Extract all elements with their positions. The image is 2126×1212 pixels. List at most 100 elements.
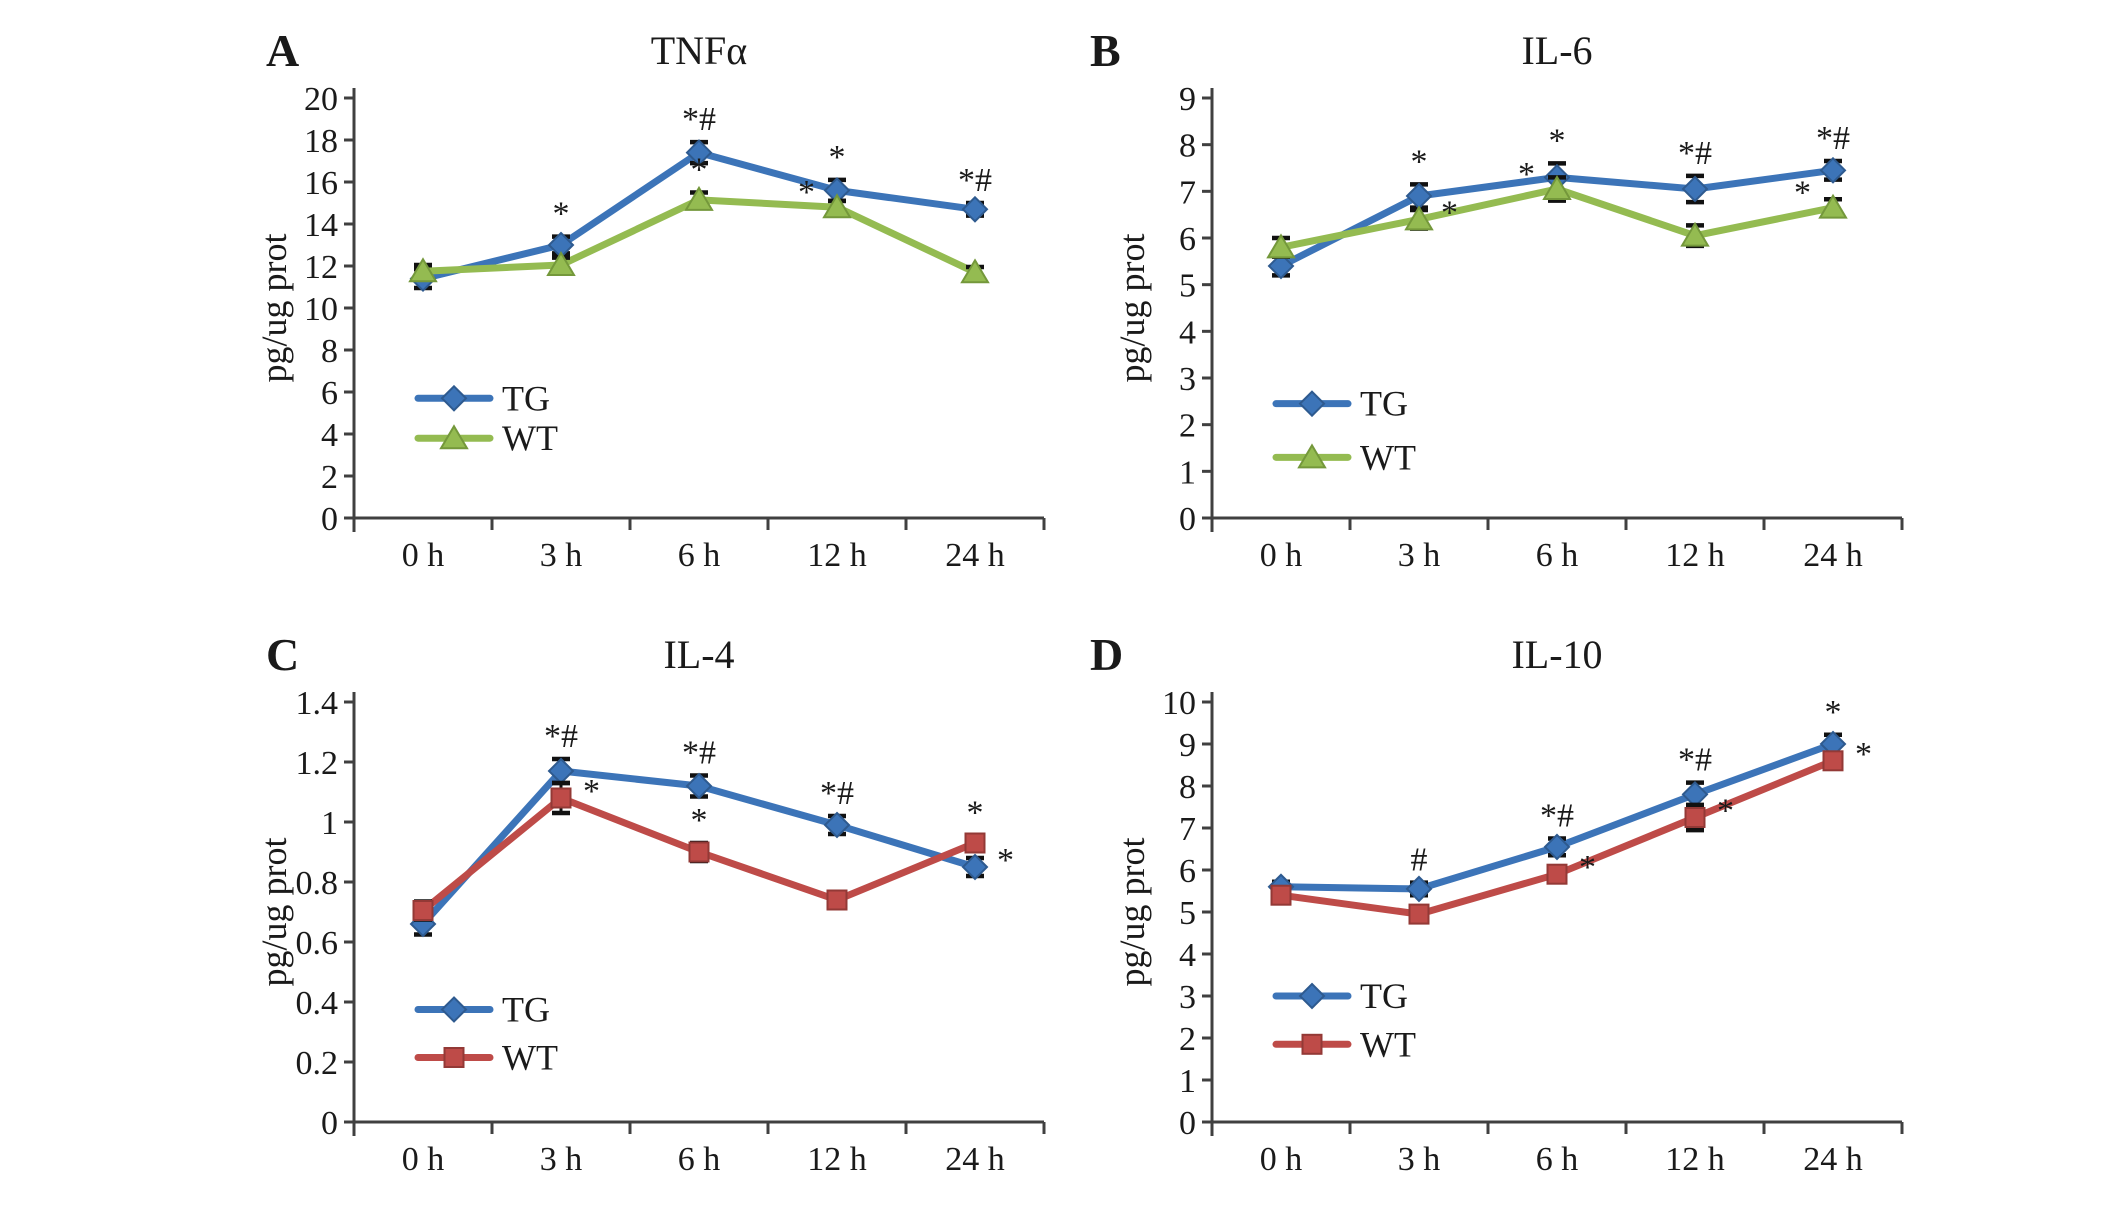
significance-annotation: # — [1411, 842, 1428, 879]
data-point-TG-2: *# — [1540, 798, 1574, 861]
square-marker-WT — [688, 841, 710, 863]
y-tick-label: 5 — [1179, 895, 1196, 932]
diamond-marker-TG — [1267, 252, 1295, 280]
significance-annotation: * — [1717, 793, 1734, 830]
legend-item-TG: TG — [414, 990, 550, 1030]
square-marker-WT — [1270, 884, 1292, 906]
significance-annotation: *# — [1678, 135, 1712, 172]
y-tick-label: 7 — [1179, 174, 1196, 211]
data-point-TG-4: * — [1819, 694, 1847, 758]
y-tick-label: 0.6 — [296, 925, 339, 962]
panel-il4: C IL-4 pg/ug prot 0 0.2 0.4 0.6 0.8 1 1.2 1.4 0 h 3 … — [182, 612, 1222, 1212]
data-point-WT-2: * — [684, 152, 714, 211]
data-point-TG-0 — [1267, 252, 1295, 280]
panel-il10: D IL-10 pg/ug prot 0 1 2 3 4 5 6 7 8 9 10 0 h 3 h 6 h 12 … — [1080, 612, 2120, 1212]
data-point-TG-1: * — [547, 196, 575, 259]
data-point-WT-2: * — [1546, 849, 1596, 886]
y-tick-label: 0 — [321, 501, 338, 538]
diamond-marker-TG — [1543, 833, 1571, 861]
y-tick-label: 8 — [1179, 128, 1196, 165]
y-tick-label: 2 — [1179, 1021, 1196, 1058]
significance-annotation: * — [967, 795, 984, 832]
legend-label: TG — [502, 378, 550, 418]
x-tick-label: 6 h — [678, 537, 721, 574]
legend-item-WT: WT — [1272, 1024, 1416, 1064]
significance-annotation: *# — [958, 162, 992, 199]
significance-annotation: * — [691, 802, 708, 839]
significance-annotation: * — [829, 139, 846, 176]
data-point-TG-3: *# — [820, 775, 854, 839]
x-tick-label: 24 h — [945, 537, 1005, 574]
y-axis-label: pg/ug prot — [254, 234, 294, 383]
significance-annotation: *# — [1540, 798, 1574, 835]
legend-item-TG: TG — [1272, 384, 1408, 424]
x-tick-label: 0 h — [402, 537, 445, 574]
chart-title: IL-6 — [1521, 28, 1592, 73]
y-tick-label: 8 — [1179, 769, 1196, 806]
x-tick-label: 0 h — [1260, 537, 1303, 574]
data-point-WT-4: * — [964, 795, 986, 854]
y-tick-label: 3 — [1179, 361, 1196, 398]
data-point-TG-2: *# — [682, 735, 716, 800]
square-marker-WT — [1822, 750, 1844, 772]
panel-letter-C: C — [266, 629, 299, 680]
y-tick-label: 0.8 — [296, 865, 339, 902]
data-point-WT-4: * — [1822, 736, 1872, 773]
panel-il6: B IL-6 pg/ug prot 0 1 2 3 4 5 6 7 8 9 0 h 3 h 6 h 12 h 24… — [1080, 8, 2120, 608]
x-tick-label: 12 h — [807, 537, 867, 574]
y-tick-label: 18 — [304, 123, 338, 160]
significance-annotation: * — [1441, 194, 1458, 231]
legend-diamond-marker — [440, 384, 468, 412]
significance-annotation: * — [798, 174, 815, 211]
y-tick-label: 1 — [1179, 454, 1196, 491]
triangle-marker-WT — [684, 185, 714, 211]
legend-label: TG — [1360, 384, 1408, 424]
legend-diamond-marker — [1298, 390, 1326, 418]
y-tick-label: 1 — [1179, 1063, 1196, 1100]
y-axis-label: pg/ug prot — [254, 838, 294, 987]
significance-annotation: * — [553, 196, 570, 233]
x-tick-label: 3 h — [1398, 1141, 1441, 1178]
triangle-marker-WT — [960, 258, 990, 284]
chart-il4: C IL-4 pg/ug prot 0 0.2 0.4 0.6 0.8 1 1.2 1.4 0 h 3 … — [254, 629, 1046, 1178]
significance-annotation: * — [583, 773, 600, 810]
data-point-TG-4: *# — [1816, 120, 1850, 184]
x-tick-label: 12 h — [807, 1141, 867, 1178]
y-tick-label: 4 — [1179, 314, 1196, 351]
y-tick-label: 10 — [304, 291, 338, 328]
y-tick-label: 1.4 — [296, 685, 339, 722]
data-point-WT-0 — [1266, 233, 1296, 259]
significance-annotation: * — [691, 152, 708, 189]
diamond-marker-TG — [1405, 875, 1433, 903]
square-marker-WT — [826, 889, 848, 911]
x-tick-label: 12 h — [1665, 537, 1725, 574]
chart-il10: D IL-10 pg/ug prot 0 1 2 3 4 5 6 7 8 9 10 0 h 3 h 6 h 12 … — [1090, 629, 1904, 1178]
triangle-marker-WT — [546, 250, 576, 276]
significance-annotation: * — [1518, 156, 1535, 193]
significance-annotation: * — [1825, 694, 1842, 731]
data-point-WT-3: * — [798, 174, 852, 219]
chart-tnfa: A TNFα pg/ug prot 0 2 4 6 8 10 12 14 16 18 20 0 h 3 h 6 … — [254, 25, 1046, 574]
legend-triangle-marker — [439, 424, 469, 450]
y-tick-label: 0 — [1179, 501, 1196, 538]
y-tick-label: 12 — [304, 249, 338, 286]
y-tick-label: 0.4 — [296, 985, 339, 1022]
data-point-TG-2: *# — [682, 101, 716, 167]
data-point-WT-2: * — [688, 802, 710, 864]
significance-annotation: * — [997, 842, 1014, 879]
data-point-TG-4: *# — [958, 162, 992, 223]
y-tick-label: 8 — [321, 333, 338, 370]
y-tick-label: 2 — [321, 459, 338, 496]
legend-label: TG — [502, 990, 550, 1030]
y-tick-label: 3 — [1179, 979, 1196, 1016]
significance-annotation: * — [1855, 736, 1872, 773]
y-tick-label: 1 — [321, 805, 338, 842]
x-tick-label: 24 h — [945, 1141, 1005, 1178]
y-tick-label: 5 — [1179, 268, 1196, 305]
data-point-WT-0 — [412, 899, 434, 922]
x-tick-label: 0 h — [1260, 1141, 1303, 1178]
x-tick-label: 6 h — [678, 1141, 721, 1178]
y-tick-label: 0.2 — [296, 1045, 339, 1082]
diamond-marker-TG — [1819, 156, 1847, 184]
data-point-WT-1 — [546, 250, 576, 276]
